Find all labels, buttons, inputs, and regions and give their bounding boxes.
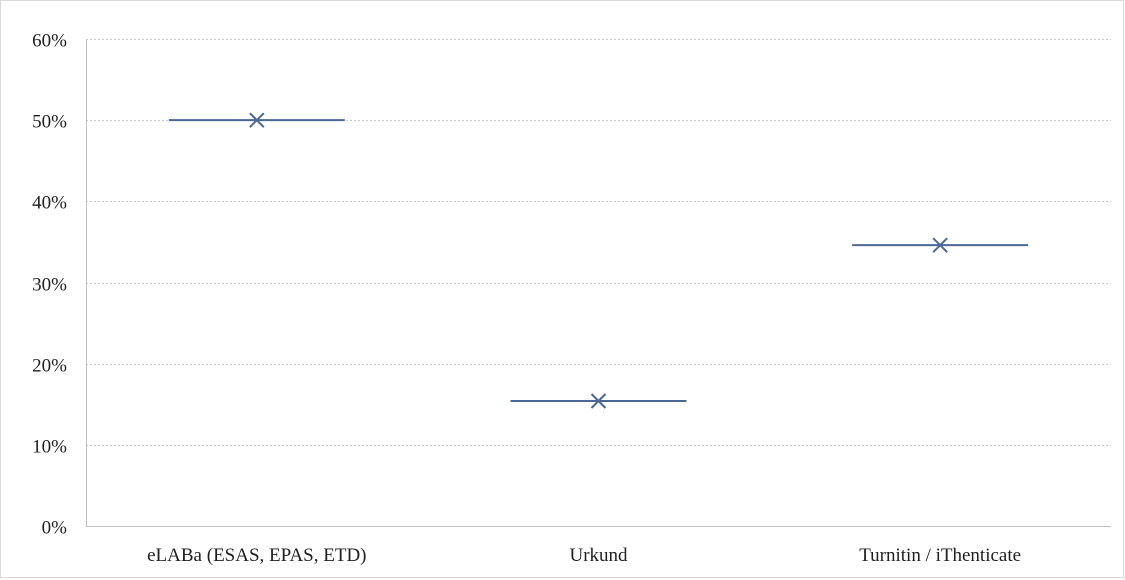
- y-tick-label: 30%: [32, 275, 67, 296]
- data-point: [511, 394, 687, 408]
- x-tick-labels: eLABa (ESAS, EPAS, ETD) Urkund Turnitin / …: [147, 545, 1021, 566]
- y-tick-label: 20%: [32, 356, 67, 377]
- data-marks: [169, 113, 1028, 408]
- y-tick-label: 0%: [42, 518, 68, 539]
- gridlines: [86, 40, 1111, 446]
- x-tick-label: Urkund: [569, 545, 628, 566]
- y-tick-labels: 0% 10% 20% 30% 40% 50% 60%: [32, 31, 67, 539]
- data-point: [169, 113, 345, 127]
- y-tick-label: 40%: [32, 193, 67, 214]
- x-tick-label: eLABa (ESAS, EPAS, ETD): [147, 545, 366, 566]
- y-tick-label: 50%: [32, 112, 67, 133]
- y-tick-label: 60%: [32, 31, 67, 52]
- x-tick-label: Turnitin / iThenticate: [859, 545, 1021, 566]
- y-tick-label: 10%: [32, 437, 67, 458]
- data-point: [852, 238, 1028, 252]
- axes: [86, 39, 1111, 527]
